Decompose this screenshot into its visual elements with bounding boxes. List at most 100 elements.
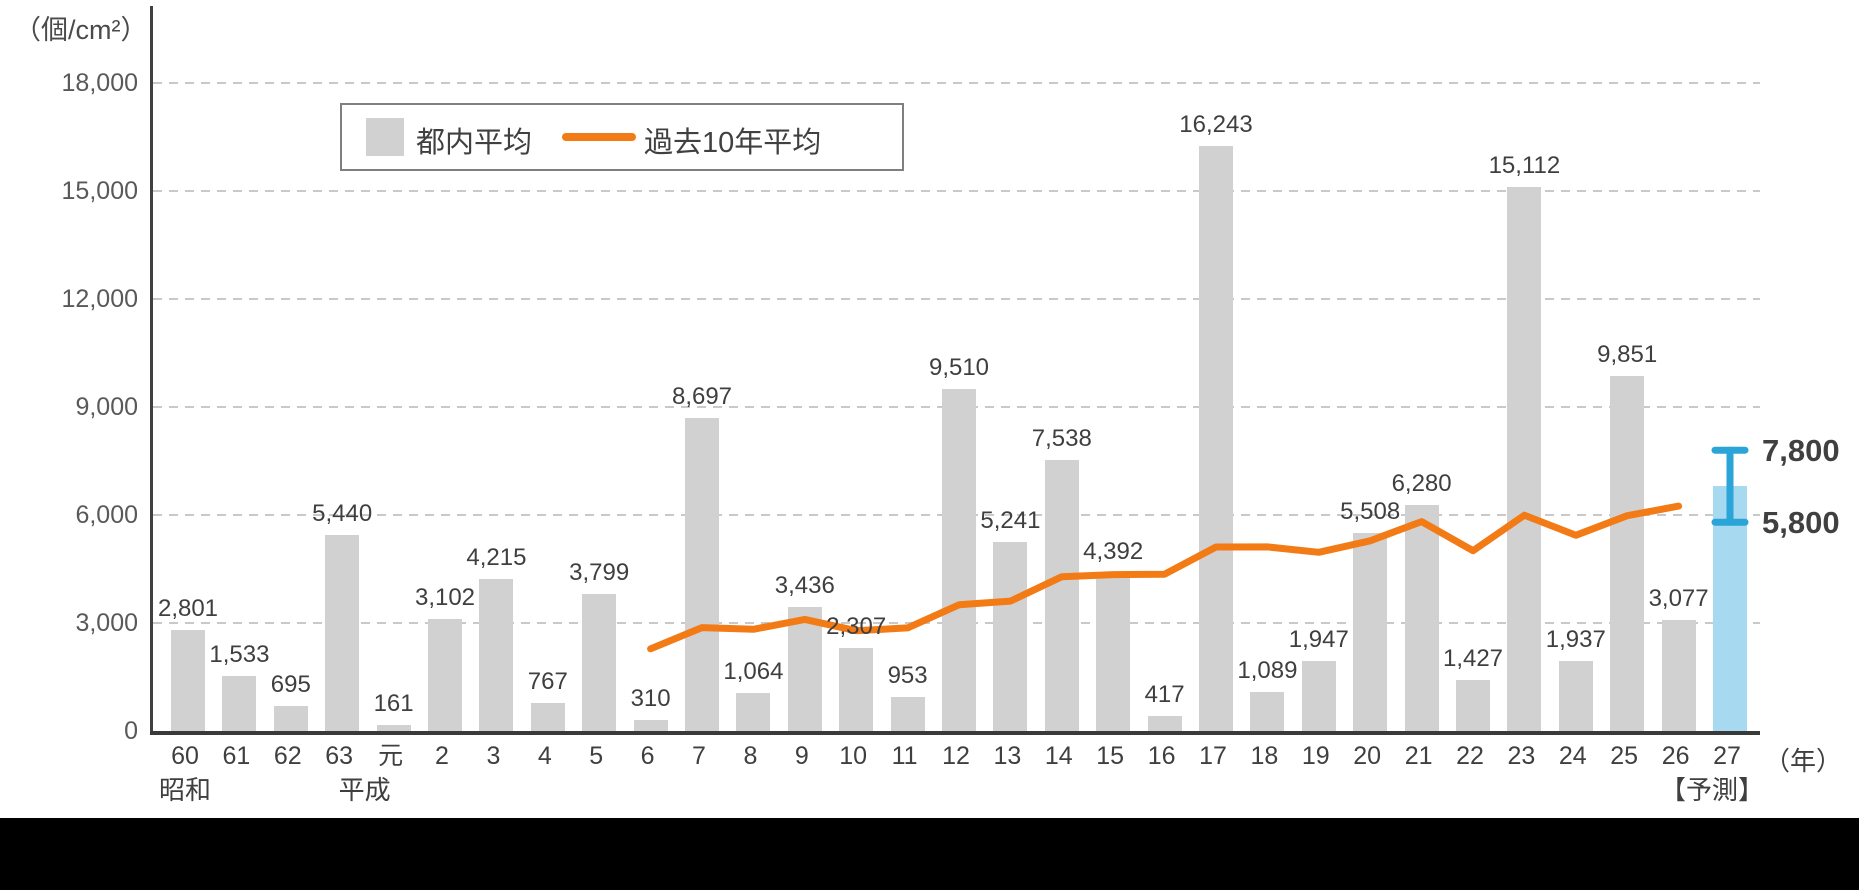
x-axis-tick-label: 63 <box>325 742 354 770</box>
legend: 都内平均 過去10年平均 <box>340 103 904 171</box>
era-label: 【予測】 <box>1659 775 1764 805</box>
bar-value-label: 4,392 <box>1083 537 1144 565</box>
bar-value-label: 1,937 <box>1545 626 1606 654</box>
bar <box>222 675 257 731</box>
x-axis-tick-label: 60 <box>171 742 199 770</box>
bar <box>633 719 668 731</box>
bar-value-label: 7,538 <box>1031 424 1092 452</box>
bar-value-label: 9,851 <box>1597 341 1658 369</box>
bar <box>1558 661 1593 731</box>
bar <box>1199 146 1233 731</box>
bar-value-label: 9,510 <box>928 353 990 381</box>
bar-value-label: 5,508 <box>1340 497 1401 525</box>
x-axis-tick-label: 17 <box>1199 742 1227 770</box>
x-axis-tick-label: 12 <box>942 742 970 770</box>
x-axis-tick-label: 22 <box>1456 742 1484 770</box>
bar-value-label: 417 <box>1144 680 1185 708</box>
x-axis-tick-label: 8 <box>743 742 758 770</box>
era-label: 昭和 <box>158 775 211 805</box>
bar <box>1661 620 1696 731</box>
x-axis-tick-label: 2 <box>435 742 449 770</box>
x-axis-tick-label: 4 <box>537 742 552 770</box>
x-axis-tick-label: 3 <box>486 742 501 770</box>
footer-bar <box>0 818 1859 890</box>
x-axis-tick-label: 13 <box>993 742 1022 770</box>
x-axis-tick-label: 10 <box>839 742 868 770</box>
bar-value-label: 5,440 <box>312 500 373 528</box>
bar-value-label: 1,533 <box>209 640 270 668</box>
x-axis-tick-label: 15 <box>1096 742 1125 770</box>
bar <box>1250 691 1285 731</box>
bar <box>428 619 462 731</box>
bar <box>376 725 411 731</box>
x-axis-tick-label: 14 <box>1044 742 1073 770</box>
x-axis-tick-label: 11 <box>891 742 918 770</box>
legend-line-swatch <box>562 133 636 141</box>
bar <box>1301 660 1336 731</box>
bar <box>530 703 565 731</box>
bar <box>1044 459 1079 731</box>
bar <box>582 594 617 731</box>
x-axis-unit-label: （年） <box>1764 746 1843 776</box>
bar <box>1353 532 1388 731</box>
bar-value-label: 6,280 <box>1391 469 1452 497</box>
x-axis-tick-label: 18 <box>1250 742 1279 770</box>
y-axis-tick-label: 6,000 <box>75 501 138 529</box>
x-axis-tick-label: 62 <box>273 742 302 770</box>
bar-value-label: 767 <box>527 668 568 696</box>
y-axis-tick-label: 0 <box>124 717 138 745</box>
bar-value-label: 953 <box>887 661 928 689</box>
bar-value-label: 1,089 <box>1237 656 1298 684</box>
x-axis-tick-label: 25 <box>1610 742 1639 770</box>
bar-value-label: 3,799 <box>569 559 630 587</box>
x-axis-tick-label: 19 <box>1301 742 1330 770</box>
era-label: 平成 <box>338 775 391 805</box>
legend-bar-swatch <box>366 118 404 156</box>
x-axis-tick-label: 27 <box>1713 742 1741 770</box>
bar-value-label: 3,436 <box>774 572 835 600</box>
forecast-upper-label: 7,800 <box>1762 433 1840 468</box>
y-axis-tick-label: 12,000 <box>61 285 138 313</box>
trend-line <box>647 502 1683 653</box>
x-axis-tick-label: 20 <box>1353 742 1382 770</box>
bar-value-label: 1,947 <box>1288 625 1349 653</box>
bar-value-label: 2,307 <box>826 612 887 640</box>
bar <box>736 692 771 731</box>
x-axis-tick-label: 26 <box>1661 742 1690 770</box>
x-axis-tick-label: 5 <box>589 742 604 770</box>
bar <box>273 705 308 731</box>
bar-value-label: 4,215 <box>466 544 527 572</box>
y-axis-unit-label: （個/cm²） <box>14 15 148 45</box>
x-axis-tick-label: 9 <box>794 742 809 770</box>
x-axis-tick-label: 7 <box>692 742 706 770</box>
bar <box>1610 376 1645 731</box>
x-axis-tick-label: 24 <box>1558 742 1587 770</box>
y-axis-tick-label: 9,000 <box>75 393 138 421</box>
bar-value-label: 310 <box>630 684 671 712</box>
y-axis-tick-label: 3,000 <box>75 609 138 637</box>
x-axis-tick-label: 16 <box>1147 742 1176 770</box>
gridline <box>153 298 1760 300</box>
bar <box>993 542 1028 731</box>
bar-value-label: 3,077 <box>1648 585 1709 613</box>
bar-value-label: 161 <box>373 690 414 718</box>
x-axis-tick-label: 61 <box>222 742 251 770</box>
x-axis-line <box>150 731 1760 735</box>
bar-value-label: 8,697 <box>671 382 733 410</box>
bar-value-label: 16,243 <box>1179 111 1253 139</box>
bar-value-label: 15,112 <box>1488 151 1561 179</box>
x-axis-tick-label: 23 <box>1507 742 1536 770</box>
x-axis-tick-label: 21 <box>1404 742 1433 770</box>
bar <box>1404 504 1439 731</box>
gridline <box>153 82 1760 84</box>
bar <box>942 388 976 731</box>
y-axis-tick-label: 15,000 <box>61 177 138 205</box>
y-axis-tick-label: 18,000 <box>61 69 138 97</box>
bar <box>171 630 205 731</box>
bar-value-label: 695 <box>270 670 311 698</box>
legend-line-label: 過去10年平均 <box>644 127 822 159</box>
forecast-bar <box>1713 486 1747 731</box>
bar <box>839 647 874 731</box>
line-and-errorbar-layer <box>647 446 1749 653</box>
